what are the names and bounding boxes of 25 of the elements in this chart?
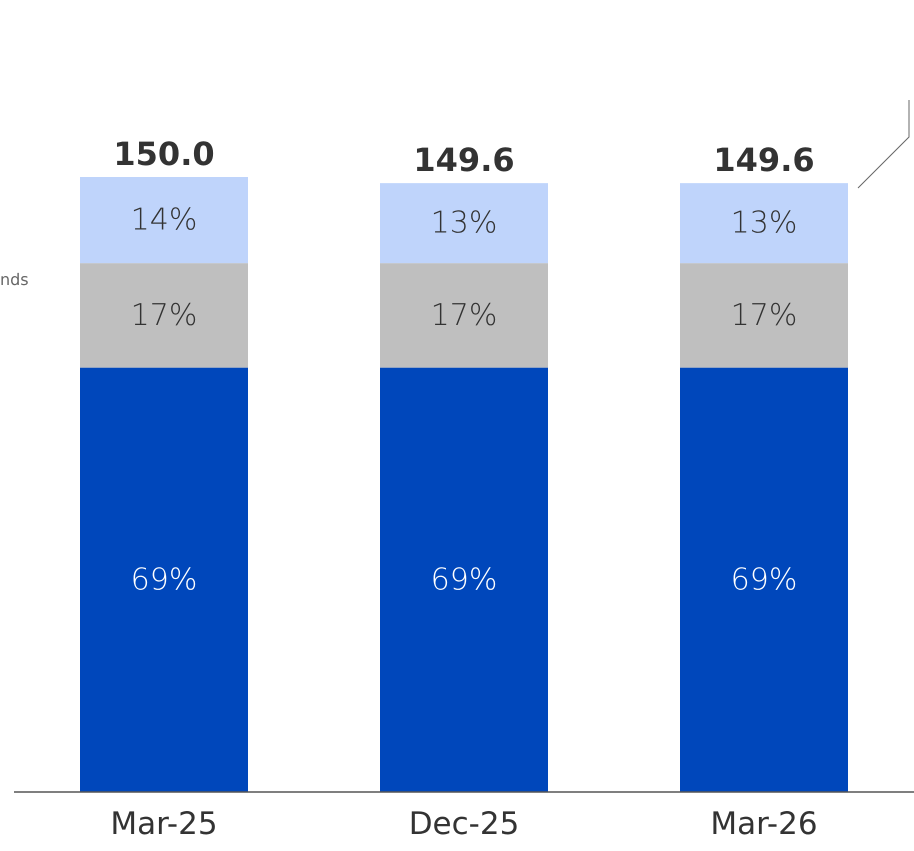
data-label: 13% [730, 206, 798, 241]
data-label: 17% [430, 298, 498, 333]
bar [680, 183, 848, 264]
annotation: 150.0 [113, 135, 215, 173]
data-label: 13% [430, 206, 498, 241]
annotation: nds [0, 270, 29, 289]
bar [80, 263, 248, 368]
x-tick-label: Mar-26 [710, 806, 818, 842]
bar [680, 368, 848, 792]
bar [380, 263, 548, 368]
bar [80, 368, 248, 792]
bar [380, 183, 548, 264]
bar [80, 177, 248, 264]
data-label: 14% [130, 202, 198, 238]
annotation: 149.6 [413, 141, 515, 180]
data-label: 69% [730, 562, 798, 598]
data-label: 69% [430, 562, 498, 598]
x-tick-label: Mar-25 [110, 806, 218, 842]
bar [380, 368, 548, 792]
data-label: 17% [130, 298, 198, 333]
bar [680, 263, 848, 368]
x-tick-label: Dec-25 [408, 806, 520, 842]
annotation: 149.6 [713, 141, 815, 180]
data-label: 17% [730, 298, 798, 333]
data-label: 69% [130, 562, 198, 598]
